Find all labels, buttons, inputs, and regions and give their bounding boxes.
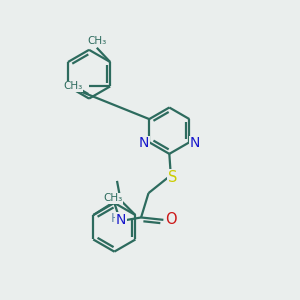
Text: CH₃: CH₃ (103, 194, 122, 203)
Text: N: N (116, 213, 126, 227)
Text: N: N (139, 136, 149, 151)
Text: S: S (168, 170, 177, 185)
Text: O: O (165, 212, 176, 227)
Text: H: H (111, 212, 121, 225)
Text: CH₃: CH₃ (64, 81, 83, 92)
Text: CH₃: CH₃ (87, 36, 106, 46)
Text: N: N (190, 136, 200, 151)
